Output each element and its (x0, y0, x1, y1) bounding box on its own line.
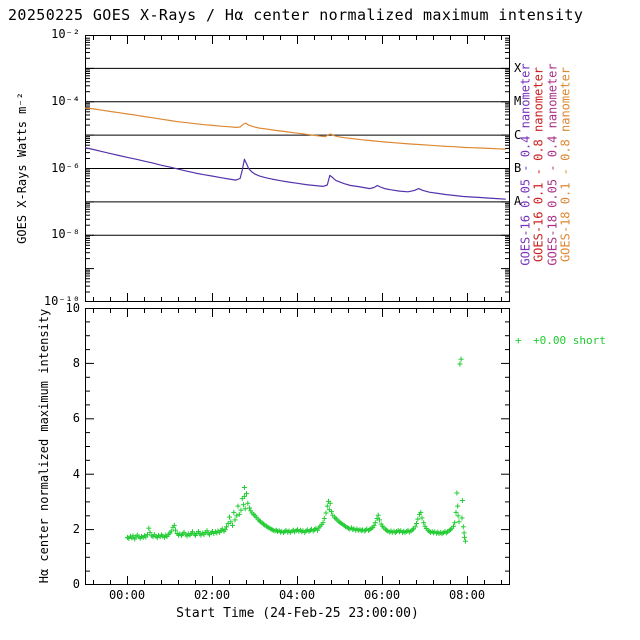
xtick-label-0000: 00:00 (108, 588, 146, 602)
halpha-frame (85, 308, 510, 585)
xray-curve-1 (85, 147, 506, 200)
xray-plot-svg (85, 35, 510, 302)
halpha-ytick-label: 4 (72, 467, 80, 481)
xray-frame (85, 35, 510, 302)
halpha-plot-svg (85, 308, 510, 585)
xray-ytick-label: 10⁻⁸ (51, 227, 80, 241)
halpha-y-axis-label: Hα center normalized maximum intensity (37, 308, 51, 584)
xray-ytick-label: 10⁻¹⁰ (43, 294, 80, 308)
xray-curve-0 (85, 107, 506, 150)
xtick-label-0800: 08:00 (448, 588, 486, 602)
halpha-ytick-label: 10 (65, 301, 80, 315)
xtick-label-0400: 04:00 (278, 588, 316, 602)
plot-title: 20250225 GOES X-Rays / Hα center normali… (8, 6, 584, 24)
halpha-legend-marker: + (515, 334, 522, 347)
halpha-ytick-label: 0 (72, 577, 80, 591)
xray-y-axis-label: GOES X-Rays Watts m⁻² (15, 92, 29, 244)
halpha-ytick-label: 8 (72, 356, 80, 370)
halpha-ytick-label: 6 (72, 411, 80, 425)
xray-ytick-label: 10⁻⁴ (51, 94, 80, 108)
xtick-label-0600: 06:00 (363, 588, 401, 602)
halpha-legend-label: +0.00 short (533, 334, 606, 347)
xtick-label-0200: 02:00 (193, 588, 231, 602)
flare-class-letter-b: B (514, 161, 522, 175)
x-axis-label: Start Time (24-Feb-25 23:00:00) (176, 606, 419, 621)
flare-class-letter-x: X (514, 61, 522, 75)
flare-class-letter-c: C (514, 128, 522, 142)
halpha-ytick-label: 2 (72, 522, 80, 536)
xray-ytick-label: 10⁻² (51, 27, 80, 41)
xray-ytick-label: 10⁻⁶ (51, 161, 80, 175)
legend-goes18-long: GOES-18 0.1 - 0.8 nanometer (558, 66, 573, 263)
flare-class-letter-a: A (514, 194, 522, 208)
legend-goes16-long: GOES-16 0.1 - 0.8 nanometer (531, 66, 546, 263)
flare-class-letter-m: M (514, 94, 522, 108)
